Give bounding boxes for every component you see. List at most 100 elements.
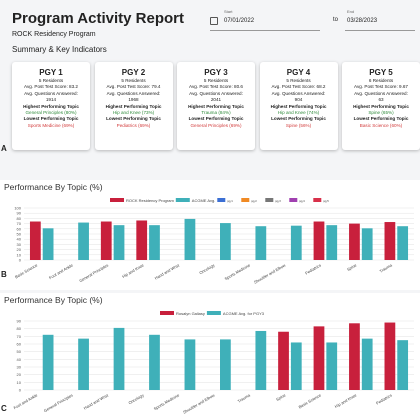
card-high: Hip and Knee (74%) — [277, 110, 320, 116]
bar — [290, 225, 302, 260]
chart: Performance By Topic (%) ROCK Residency P… — [4, 182, 414, 285]
x-tick-label: Sports Medicine — [153, 392, 181, 411]
chart-panel: Performance By Topic (%) Rosalyn Galiasy A… — [0, 293, 420, 420]
bar — [290, 342, 302, 390]
card-low-label: Lowest Performing Topic — [353, 116, 409, 122]
card-high: Spine (65%) — [368, 110, 394, 116]
card-questions-label: Avg. Questions Answered: — [24, 90, 78, 96]
legend-label: pgy2 — [251, 200, 257, 203]
bar — [149, 334, 160, 390]
legend-swatch — [289, 198, 298, 202]
y-tick-label: 30 — [17, 365, 22, 370]
card-residents: 5 Residents — [38, 78, 64, 83]
card-low: General Principles (69%) — [190, 122, 242, 128]
card-residents: 5 Residents — [286, 78, 311, 83]
x-tick-label: Sports Medicine — [224, 262, 252, 281]
bar — [349, 323, 360, 390]
card-high: Hip and Knee (73%) — [112, 110, 155, 116]
y-tick-label: 50 — [17, 232, 22, 237]
card-low: Spine (56%) — [285, 122, 312, 128]
card-high-label: Highest Performing Topic — [353, 103, 409, 109]
bar — [184, 218, 196, 260]
start-date[interactable]: Start 07/01/2022 — [210, 8, 320, 31]
bar — [313, 326, 325, 390]
y-tick-label: 10 — [17, 252, 22, 257]
card-low-label: Lowest Performing Topic — [188, 116, 244, 122]
card-questions: 904 — [294, 97, 303, 103]
x-tick-label: Pediatrics — [375, 393, 393, 406]
card-high-label: Highest Performing Topic — [188, 103, 244, 109]
chart-title: Performance By Topic (%) — [4, 295, 103, 305]
card-low: Pediatrics (69%) — [116, 122, 151, 128]
card-name: PGY 1 — [39, 68, 63, 77]
x-tick-label: Shoulder and Elbow — [253, 262, 287, 284]
card-high-label: Highest Performing Topic — [105, 103, 162, 109]
y-tick-label: 20 — [17, 247, 22, 252]
y-tick-label: 100 — [14, 206, 21, 211]
bar — [113, 225, 125, 260]
end-value: 03/28/2023 — [347, 18, 378, 24]
chart-title: Performance By Topic (%) — [4, 182, 103, 192]
y-tick-label: 40 — [17, 357, 22, 362]
to-label: to — [333, 17, 339, 23]
y-tick-label: 40 — [17, 237, 22, 242]
card-residents: 6 Residents — [368, 78, 394, 83]
bar — [113, 327, 125, 390]
x-tick-label: Oncology — [127, 393, 144, 406]
end-date[interactable]: End 03/28/2023 — [345, 8, 415, 31]
bar — [100, 221, 112, 260]
x-tick-label: Hip and Knee — [121, 262, 145, 279]
card-high: General Principles (80%) — [25, 110, 77, 116]
card-questions-label: Avg. Questions Answered: — [354, 90, 408, 96]
y-tick-label: 0 — [19, 258, 22, 263]
card-low: Basic Science (60%) — [359, 122, 403, 128]
card-name: PGY 5 — [369, 68, 393, 77]
y-tick-label: 50 — [17, 349, 22, 354]
bar — [42, 334, 54, 390]
bar — [255, 226, 267, 260]
card-high-label: Highest Performing Topic — [23, 103, 79, 109]
x-tick-label: Hand and Wrist — [154, 262, 181, 281]
legend-label: Rosalyn Galiasy — [176, 311, 205, 316]
legend-swatch — [265, 198, 274, 202]
panel-letter: A — [1, 144, 7, 153]
y-tick-label: 60 — [17, 342, 22, 347]
bar — [149, 225, 160, 260]
x-tick-label: Spine — [346, 262, 358, 272]
legend-swatch — [206, 311, 221, 315]
card-high: Trauma (84%) — [201, 110, 231, 116]
legend-swatch — [175, 198, 190, 202]
x-tick-label: Foot and Ankle — [48, 262, 74, 280]
bar — [326, 225, 338, 260]
y-tick-label: 80 — [17, 326, 22, 331]
legend-label: pgy1 — [227, 200, 233, 203]
legend-swatch — [217, 198, 226, 202]
card-score: Avg. Post Test Score: 83.2 — [24, 84, 78, 90]
bar — [184, 339, 196, 390]
y-tick-label: 90 — [17, 211, 22, 216]
y-tick-label: 70 — [17, 334, 22, 339]
x-tick-label: Shoulder and Elbow — [182, 392, 216, 414]
bar — [78, 222, 89, 260]
bar — [384, 222, 396, 260]
x-tick-label: Hand and Wrist — [83, 392, 110, 411]
bar — [326, 342, 338, 390]
y-tick-label: 70 — [17, 221, 22, 226]
legend-label: ROCK Residency Program — [126, 198, 174, 203]
legend-label: ACGME Avg. for PGY3 — [223, 311, 265, 316]
legend-swatch — [241, 198, 250, 202]
x-tick-label: Spine — [275, 392, 287, 402]
bar — [136, 220, 148, 260]
y-tick-label: 0 — [19, 388, 22, 393]
legend-label: pgy3 — [275, 200, 281, 203]
card-questions-label: Avg. Questions Answered: — [106, 90, 161, 96]
panel-letter: C — [1, 404, 7, 413]
card-score: Avg. Post Test Score: 80.6 — [189, 84, 243, 90]
start-value: 07/01/2022 — [224, 18, 255, 24]
legend-label: ACGME Avg. — [192, 198, 216, 203]
legend-label: pgy5 — [323, 200, 329, 203]
